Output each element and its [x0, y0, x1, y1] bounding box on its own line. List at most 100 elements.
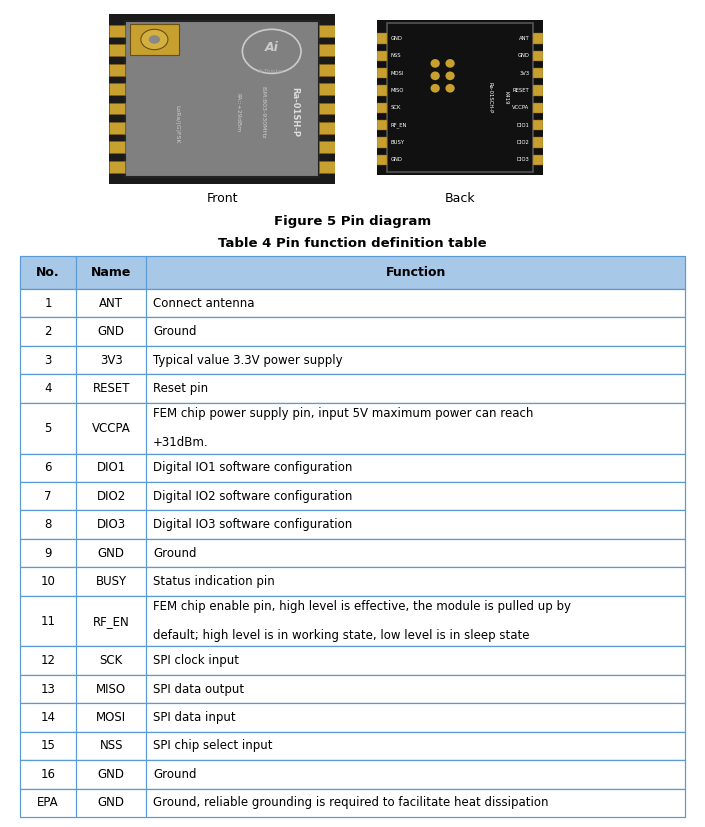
Bar	[20, 732, 685, 760]
Bar	[533, 68, 543, 79]
Text: BUSY: BUSY	[391, 140, 405, 145]
Text: Ai-Thinker: Ai-Thinker	[258, 69, 286, 74]
Bar	[20, 482, 685, 510]
Text: RESET: RESET	[513, 88, 529, 93]
Bar	[76, 318, 146, 346]
Bar	[109, 103, 125, 114]
Bar	[146, 318, 685, 346]
Text: NSS: NSS	[99, 739, 123, 753]
Text: Table 4 Pin function definition table: Table 4 Pin function definition table	[218, 237, 487, 251]
Text: Figure 5 Pin diagram: Figure 5 Pin diagram	[274, 215, 431, 227]
Bar	[146, 567, 685, 595]
Bar	[20, 289, 76, 318]
Circle shape	[149, 36, 160, 44]
Bar	[387, 23, 533, 172]
Bar	[76, 256, 146, 289]
Bar	[146, 256, 685, 289]
Bar	[20, 289, 685, 318]
Circle shape	[431, 59, 440, 68]
Text: SPI data input: SPI data input	[153, 711, 236, 724]
Circle shape	[431, 71, 440, 80]
Bar	[76, 453, 146, 482]
Bar	[76, 403, 146, 453]
Bar	[76, 732, 146, 760]
Bar	[76, 346, 146, 375]
Bar	[20, 318, 76, 346]
Text: 3: 3	[44, 354, 51, 366]
Text: Status indication pin: Status indication pin	[153, 575, 275, 588]
Bar	[20, 375, 76, 403]
Bar	[20, 595, 685, 647]
Text: 6: 6	[44, 461, 51, 474]
Bar	[146, 453, 685, 482]
Bar	[319, 25, 335, 37]
Text: PA::+29dBm: PA::+29dBm	[235, 93, 240, 132]
Bar	[109, 84, 125, 95]
Text: RESET: RESET	[92, 382, 130, 395]
Text: 3V3: 3V3	[100, 354, 123, 366]
Bar	[377, 103, 387, 112]
Text: Typical value 3.3V power supply: Typical value 3.3V power supply	[153, 354, 343, 366]
Text: Reset pin: Reset pin	[153, 382, 209, 395]
Circle shape	[431, 84, 440, 93]
Bar	[377, 120, 387, 130]
Bar	[20, 375, 685, 403]
Text: Ai: Ai	[265, 41, 278, 55]
Text: GND: GND	[98, 796, 125, 810]
Text: FEM chip power supply pin, input 5V maximum power can reach: FEM chip power supply pin, input 5V maxi…	[153, 408, 534, 420]
Bar	[377, 155, 387, 165]
Bar	[20, 675, 685, 703]
Bar	[319, 84, 335, 95]
Bar	[20, 403, 76, 453]
Bar	[146, 482, 685, 510]
Text: 3V3: 3V3	[520, 70, 529, 75]
Bar	[20, 567, 76, 595]
Text: SPI clock input: SPI clock input	[153, 654, 239, 667]
Bar	[533, 85, 543, 96]
Text: GND: GND	[391, 36, 403, 41]
Bar	[319, 45, 335, 56]
Text: DIO2: DIO2	[97, 490, 126, 503]
Bar	[109, 141, 125, 153]
Bar	[319, 103, 335, 114]
Bar	[125, 21, 319, 177]
Text: NSS: NSS	[391, 53, 401, 59]
Text: default; high level is in working state, low level is in sleep state: default; high level is in working state,…	[153, 629, 529, 642]
Text: SPI data output: SPI data output	[153, 682, 245, 696]
Bar	[146, 510, 685, 539]
Bar	[20, 567, 685, 595]
Text: 2: 2	[44, 325, 51, 338]
Bar	[146, 595, 685, 647]
Text: RF_EN: RF_EN	[391, 122, 407, 128]
Bar	[109, 160, 125, 173]
Text: Name: Name	[91, 266, 131, 280]
Bar	[319, 64, 335, 76]
Bar	[146, 647, 685, 675]
Text: 15: 15	[41, 739, 56, 753]
Text: SPI chip select input: SPI chip select input	[153, 739, 273, 753]
Text: RF_EN: RF_EN	[93, 614, 130, 628]
Bar	[319, 141, 335, 153]
Text: GND: GND	[98, 768, 125, 781]
Text: EPA: EPA	[37, 796, 59, 810]
Text: FEM chip enable pin, high level is effective, the module is pulled up by: FEM chip enable pin, high level is effec…	[153, 600, 571, 614]
Text: MISO: MISO	[391, 88, 404, 93]
Text: BUSY: BUSY	[96, 575, 127, 588]
Bar	[76, 647, 146, 675]
Bar	[533, 120, 543, 130]
Text: GND: GND	[98, 325, 125, 338]
Bar	[130, 24, 179, 55]
Bar	[109, 45, 125, 56]
Bar	[20, 647, 685, 675]
Text: ISM:803-930MHz: ISM:803-930MHz	[260, 86, 265, 139]
Text: Ground: Ground	[153, 547, 197, 560]
Bar	[533, 137, 543, 147]
Text: Ground: Ground	[153, 768, 197, 781]
Text: 9: 9	[44, 547, 51, 560]
Bar	[76, 760, 146, 789]
Text: MISO: MISO	[96, 682, 126, 696]
Text: GND: GND	[517, 53, 529, 59]
Bar	[319, 160, 335, 173]
Bar	[146, 403, 685, 453]
Bar	[533, 33, 543, 44]
